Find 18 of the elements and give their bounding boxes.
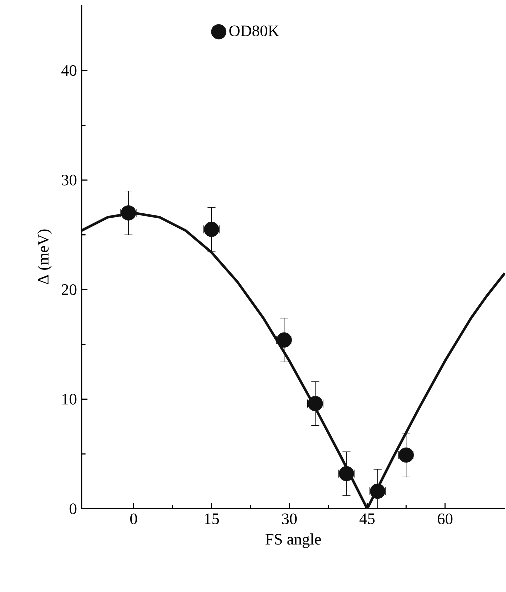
y-tick-label: 40 [62,65,77,76]
point [370,484,386,500]
y-tick-label: 0 [70,504,77,514]
y-axis-title: Δ (meV) [38,230,52,284]
legend-label: OD80K [230,26,280,37]
point [121,206,137,221]
x-tick-label: 0 [130,514,138,524]
y-tick-label: 20 [62,284,77,296]
point [339,466,355,482]
y-tick-label: 10 [62,394,77,405]
x-tick-label: 30 [282,514,298,524]
x-tick-label: 60 [438,514,453,524]
x-tick-label: 45 [360,514,376,524]
point [277,332,292,348]
y-tick-label: 30 [62,174,77,186]
point [204,222,220,238]
x-tick-label: 15 [205,514,220,524]
x-axis-title: FS angle [266,534,322,548]
